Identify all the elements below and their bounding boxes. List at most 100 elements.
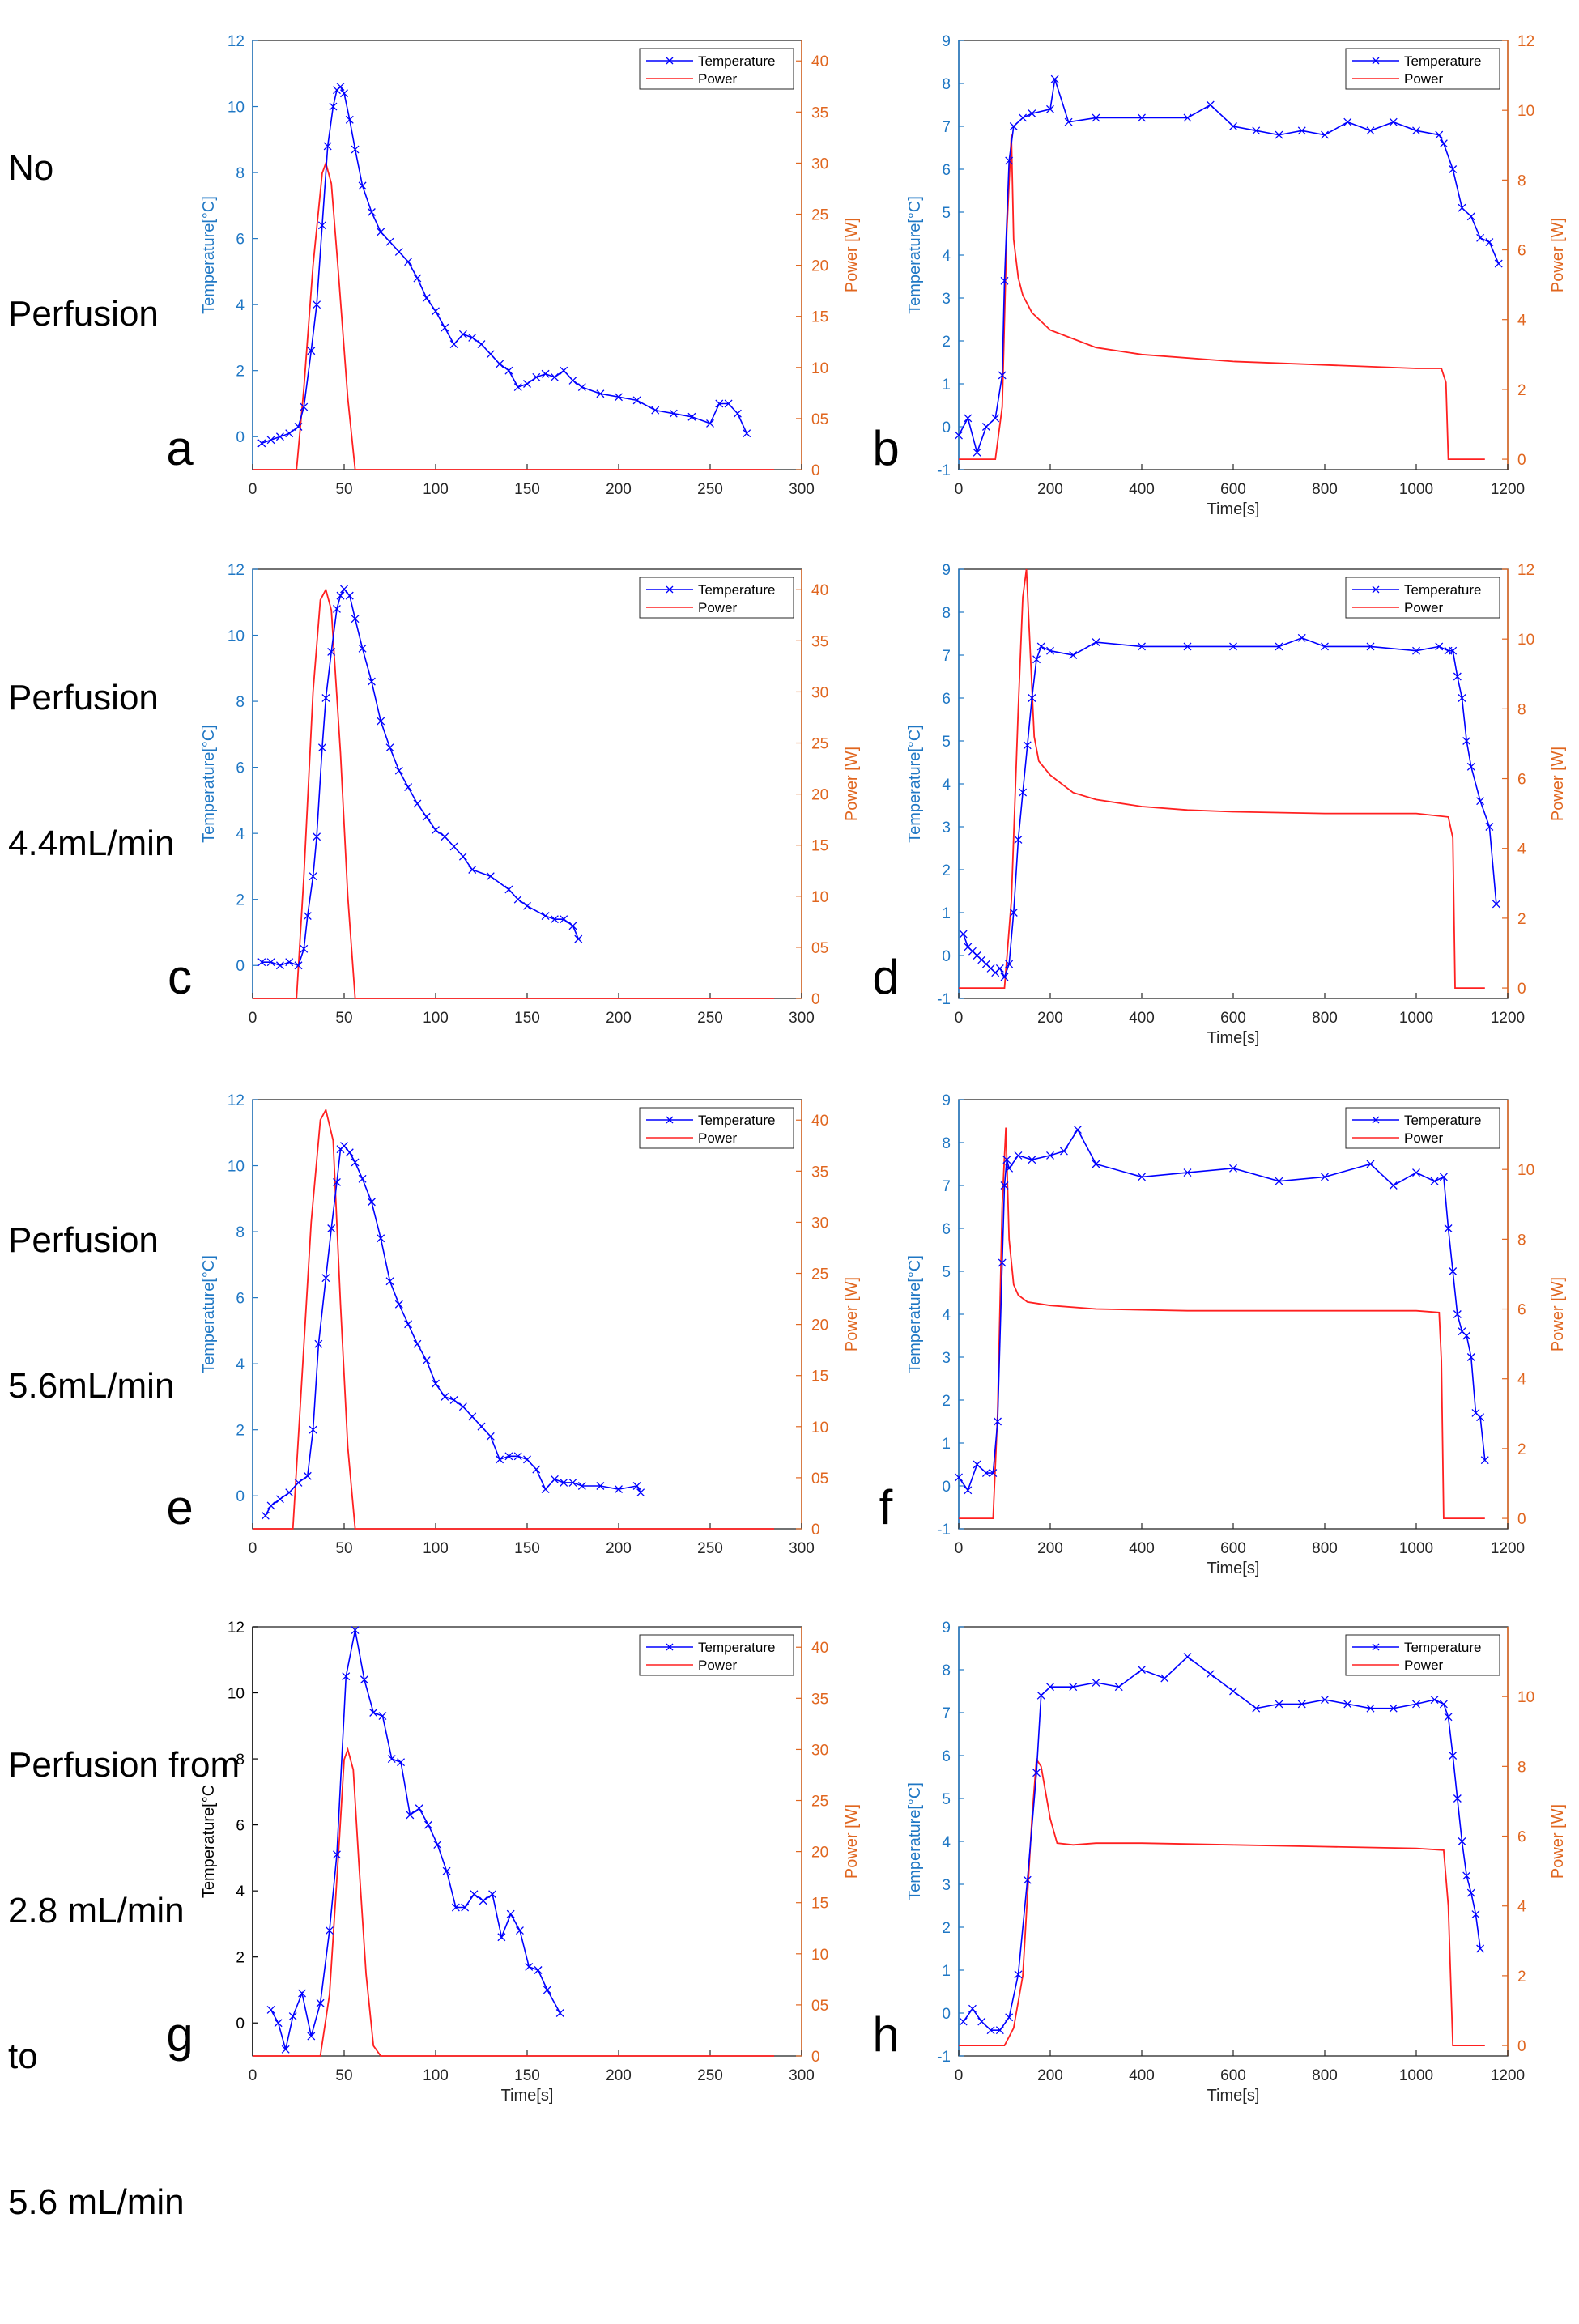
- y2-tick-label: 2: [1517, 1441, 1526, 1458]
- temperature-point: [1275, 1700, 1283, 1709]
- temperature-point: [973, 448, 981, 457]
- temperature-point: [1114, 1683, 1123, 1692]
- temperature-point: [294, 423, 303, 431]
- x-tick-label: 250: [697, 1010, 723, 1027]
- y-tick-label: 1: [942, 905, 951, 922]
- temperature-point: [998, 1258, 1007, 1267]
- temperature-point: [1462, 1331, 1471, 1340]
- y-tick-label: 1: [942, 1436, 951, 1453]
- y2-tick-label: 10: [811, 1420, 828, 1437]
- temperature-point: [333, 1850, 341, 1859]
- y2-axis-label: Power [W]: [1549, 218, 1567, 292]
- temperature-point: [981, 423, 990, 431]
- x-tick-label: 100: [423, 1010, 449, 1027]
- temperature-point: [345, 591, 354, 600]
- temperature-point: [596, 389, 605, 398]
- legend-temperature-marker: [666, 57, 674, 65]
- x-tick-label: 200: [1037, 1540, 1063, 1557]
- legend-power-label: Power: [1404, 1130, 1444, 1146]
- temperature-point: [991, 414, 1000, 423]
- temperature-point: [959, 930, 968, 939]
- y-tick-label: 12: [228, 1620, 245, 1637]
- temperature-point: [534, 1966, 543, 1974]
- legend-box: [1345, 577, 1500, 619]
- y2-tick-label: 2: [1517, 1969, 1526, 1986]
- x-tick-label: 50: [335, 1540, 352, 1557]
- temperature-point: [394, 247, 403, 256]
- temperature-point: [294, 1478, 303, 1487]
- legend-temperature-marker: [1372, 1116, 1380, 1124]
- temperature-point: [506, 1909, 515, 1918]
- temperature-point: [1476, 797, 1485, 806]
- plot-area: [958, 1626, 1509, 2057]
- x-tick-label: 800: [1312, 481, 1338, 498]
- legend-temperature-label: Temperature: [1404, 1640, 1481, 1655]
- legend-temperature-label: Temperature: [1404, 582, 1481, 598]
- legend-power-label: Power: [698, 600, 738, 615]
- temperature-point: [385, 1277, 394, 1286]
- x-tick-label: 400: [1129, 2067, 1155, 2084]
- y-tick-label: 7: [942, 119, 951, 136]
- x-tick-label: 0: [955, 2067, 964, 2084]
- row-label-line: Perfusion: [8, 678, 159, 717]
- x-tick-label: 1000: [1399, 1010, 1433, 1027]
- legend-temperature-label: Temperature: [698, 1113, 775, 1128]
- temperature-point: [413, 274, 422, 283]
- temperature-point: [1014, 1151, 1023, 1160]
- y-tick-label: 6: [942, 691, 951, 708]
- temperature-point: [550, 915, 559, 924]
- temperature-point: [1032, 655, 1041, 664]
- temperature-point: [1343, 1700, 1352, 1709]
- y2-tick-label: 25: [811, 1794, 828, 1811]
- legend-power-label: Power: [1404, 1658, 1444, 1673]
- y2-axis-label: Power [W]: [1549, 1277, 1567, 1351]
- temperature-point: [458, 1402, 467, 1411]
- temperature-point: [449, 1396, 458, 1404]
- y2-tick-label: 6: [1517, 1829, 1526, 1846]
- legend: Temperature Power: [1345, 48, 1500, 90]
- temperature-point: [1275, 1177, 1283, 1185]
- temperature-point: [1073, 1126, 1082, 1134]
- row-label-line: Perfusion from: [8, 1745, 240, 1785]
- y2-tick-label: 8: [1517, 172, 1526, 189]
- temperature-point: [1476, 233, 1485, 242]
- y-tick-label: 4: [942, 777, 951, 794]
- temperature-point: [724, 399, 733, 408]
- x-tick-label: 250: [697, 1540, 723, 1557]
- temperature-point: [1092, 1160, 1100, 1168]
- y2-tick-label: 35: [811, 104, 828, 121]
- temperature-point: [367, 677, 376, 686]
- y-tick-label: 8: [942, 605, 951, 622]
- temperature-point: [1046, 646, 1054, 655]
- temperature-point: [325, 1926, 334, 1935]
- x-tick-label: 200: [606, 481, 632, 498]
- temperature-point: [307, 347, 316, 355]
- x-tick-label: 600: [1220, 481, 1246, 498]
- temperature-point: [1389, 1181, 1398, 1190]
- y2-tick-label: 10: [1517, 1162, 1534, 1179]
- legend-temperature-label: Temperature: [698, 53, 775, 69]
- y-tick-label: 0: [236, 1488, 245, 1505]
- temperature-point: [560, 1478, 568, 1487]
- x-tick-label: 300: [789, 481, 815, 498]
- temperature-point: [257, 958, 266, 967]
- legend-box: [1345, 1634, 1500, 1676]
- y2-tick-label: 12: [1517, 33, 1534, 50]
- temperature-point: [1229, 1687, 1237, 1696]
- plot-area: [958, 40, 1509, 470]
- y2-tick-label: 12: [1517, 562, 1534, 579]
- temperature-point: [1019, 788, 1028, 797]
- y2-tick-label: 0: [1517, 1511, 1526, 1528]
- y2-axis-label: Power [W]: [843, 218, 861, 292]
- y-axis-label: Temperature[°C]: [906, 1255, 924, 1373]
- y2-tick-label: 15: [811, 1896, 828, 1913]
- y-tick-label: 6: [236, 1291, 245, 1308]
- temperature-point: [377, 1234, 385, 1243]
- y2-tick-label: 10: [1517, 1689, 1534, 1706]
- temperature-point: [1412, 1168, 1420, 1177]
- temperature-point: [1453, 672, 1462, 681]
- y2-tick-label: 30: [811, 684, 828, 701]
- legend-temperature-label: Temperature: [698, 582, 775, 598]
- temperature-point: [1389, 1704, 1398, 1713]
- temperature-point: [1444, 1713, 1453, 1722]
